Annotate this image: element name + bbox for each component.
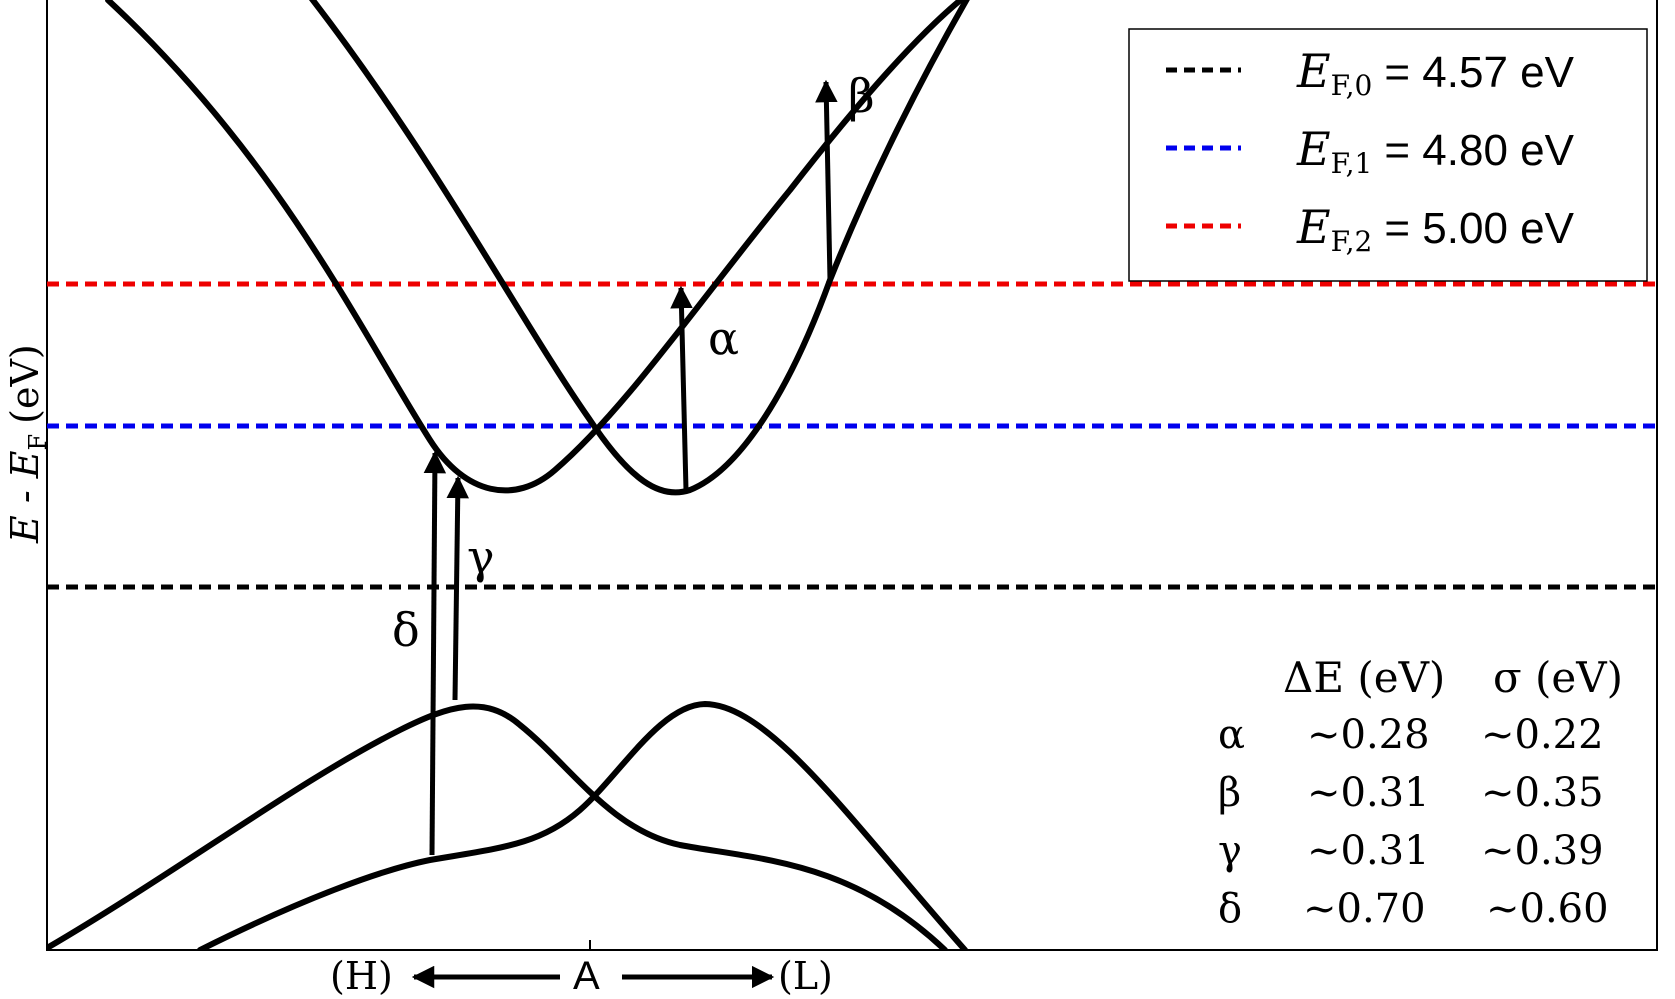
legend-var-0: E <box>1296 44 1331 98</box>
conduction-band-left <box>105 0 966 494</box>
table-row-label-0: α <box>1218 712 1245 758</box>
gamma-label: γ <box>467 530 495 584</box>
alpha-arrow <box>670 285 693 491</box>
legend-box <box>1128 28 1648 282</box>
table-row-sigma-0: ~0.22 <box>1481 712 1604 758</box>
table-row-de-1: ~0.31 <box>1307 770 1430 816</box>
parameter-table: ΔE (eV) σ (eV) α ~0.28 ~0.22 β ~0.31 ~0.… <box>1218 653 1623 932</box>
beta-label: β <box>848 69 875 123</box>
table-row-sigma-3: ~0.60 <box>1486 886 1609 932</box>
table-row-de-0: ~0.28 <box>1307 712 1430 758</box>
legend-var-2: E <box>1296 200 1331 254</box>
table-row-de-3: ~0.70 <box>1303 886 1426 932</box>
x-axis-label-right: (L) <box>778 954 833 998</box>
legend-sub-2: F,2 <box>1331 225 1373 258</box>
y-axis-label-unit: (eV) <box>3 344 47 424</box>
legend-value-1: = 4.80 eV <box>1384 126 1574 175</box>
x-axis-kpath: (H) A (L) <box>330 940 833 998</box>
legend-sub-0: F,0 <box>1331 69 1373 102</box>
delta-label: δ <box>392 603 420 657</box>
table-row-label-3: δ <box>1218 886 1242 932</box>
delta-arrow <box>423 450 447 856</box>
beta-arrow <box>815 79 838 281</box>
table-row-sigma-1: ~0.35 <box>1481 770 1604 816</box>
y-axis-label-main: E - E <box>3 450 47 544</box>
x-axis-label-center: A <box>573 954 600 998</box>
table-header-delta-e: ΔE (eV) <box>1283 653 1445 702</box>
gamma-arrow <box>446 475 469 701</box>
valence-band-left <box>47 703 948 950</box>
legend-value-2: = 5.00 eV <box>1384 204 1574 253</box>
legend-value-0: = 4.57 eV <box>1384 48 1574 97</box>
y-axis-label: E - EF (eV) <box>3 344 52 544</box>
x-axis-label-left: (H) <box>330 954 393 998</box>
y-axis-label-sub: F <box>24 434 52 451</box>
legend-entry-0: EF,0 = 4.57 eV <box>1296 44 1575 102</box>
bands <box>47 0 970 950</box>
transition-arrows <box>423 79 838 856</box>
conduction-band-right <box>308 0 970 496</box>
valence-band-right <box>197 701 968 950</box>
legend-entry-1: EF,1 = 4.80 eV <box>1296 122 1575 180</box>
fermi-levels <box>47 281 1657 590</box>
legend-entry-2: EF,2 = 5.00 eV <box>1296 200 1575 258</box>
table-row-label-1: β <box>1218 770 1241 816</box>
plot-frame <box>46 0 1658 951</box>
table-row-de-2: ~0.31 <box>1307 828 1430 874</box>
legend-var-1: E <box>1296 122 1331 176</box>
table-row-label-2: γ <box>1218 828 1242 874</box>
table-row-sigma-2: ~0.39 <box>1481 828 1604 874</box>
legend-sub-1: F,1 <box>1331 147 1373 180</box>
legend: EF,0 = 4.57 eV EF,1 = 4.80 eV EF,2 = 5.00 e… <box>1128 28 1648 282</box>
alpha-label: α <box>708 311 739 365</box>
table-header-sigma: σ (eV) <box>1493 653 1623 702</box>
